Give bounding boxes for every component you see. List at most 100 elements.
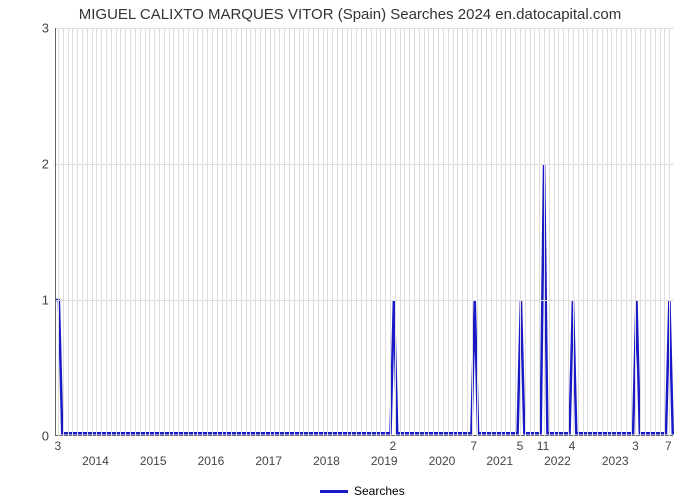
gridline-vertical [337,28,338,436]
gridline-vertical [481,28,482,436]
gridline-vertical [193,28,194,436]
gridline-vertical [58,28,59,436]
gridline-vertical [611,28,612,436]
gridline-vertical [626,28,627,436]
gridline-vertical [549,28,550,436]
gridline-vertical [82,28,83,436]
gridline-vertical [510,28,511,436]
gridline-vertical [279,28,280,436]
gridline-vertical [607,28,608,436]
gridline-vertical [197,28,198,436]
x-tick-label: 2018 [313,454,340,468]
gridline-vertical [125,28,126,436]
gridline-vertical [183,28,184,436]
gridline-vertical [202,28,203,436]
value-label: 3 [55,439,62,453]
gridline-vertical [327,28,328,436]
value-label: 5 [517,439,524,453]
x-tick-label: 2017 [255,454,282,468]
gridline-vertical [308,28,309,436]
gridline-vertical [660,28,661,436]
gridline-vertical [669,28,670,436]
gridline-vertical [111,28,112,436]
gridline-vertical [356,28,357,436]
gridline-vertical [361,28,362,436]
gridline-vertical [231,28,232,436]
gridline-vertical [573,28,574,436]
gridline-vertical [664,28,665,436]
gridline-vertical [380,28,381,436]
y-tick-label: 3 [27,21,49,36]
gridline-vertical [602,28,603,436]
gridline-vertical [592,28,593,436]
gridline-vertical [515,28,516,436]
gridline-vertical [274,28,275,436]
gridline-vertical [250,28,251,436]
gridline-vertical [303,28,304,436]
gridline-vertical [655,28,656,436]
gridline-vertical [650,28,651,436]
gridline-vertical [106,28,107,436]
x-tick-label: 2016 [198,454,225,468]
gridline-vertical [169,28,170,436]
legend-swatch [320,490,348,493]
gridline-vertical [635,28,636,436]
gridline-horizontal [56,164,674,165]
gridline-vertical [404,28,405,436]
gridline-horizontal [56,28,674,29]
gridline-vertical [323,28,324,436]
gridline-vertical [640,28,641,436]
gridline-vertical [68,28,69,436]
gridline-vertical [467,28,468,436]
gridline-vertical [188,28,189,436]
gridline-vertical [539,28,540,436]
gridline-vertical [145,28,146,436]
gridline-vertical [568,28,569,436]
gridline-vertical [395,28,396,436]
gridline-vertical [520,28,521,436]
gridline-vertical [486,28,487,436]
gridline-vertical [332,28,333,436]
gridline-vertical [563,28,564,436]
value-label: 7 [470,439,477,453]
gridline-vertical [616,28,617,436]
chart-title: MIGUEL CALIXTO MARQUES VITOR (Spain) Sea… [0,6,700,23]
gridline-vertical [351,28,352,436]
x-tick-label: 2023 [602,454,629,468]
gridline-vertical [448,28,449,436]
gridline-vertical [587,28,588,436]
gridline-vertical [347,28,348,436]
gridline-vertical [149,28,150,436]
gridline-vertical [154,28,155,436]
gridline-vertical [376,28,377,436]
value-label: 11 [537,439,549,453]
gridline-vertical [477,28,478,436]
value-label: 7 [665,439,672,453]
gridline-vertical [366,28,367,436]
gridline-horizontal [56,300,674,301]
gridline-vertical [505,28,506,436]
gridline-vertical [578,28,579,436]
gridline-vertical [164,28,165,436]
x-tick-label: 2020 [429,454,456,468]
gridline-vertical [554,28,555,436]
gridline-vertical [140,28,141,436]
gridline-vertical [120,28,121,436]
gridline-vertical [409,28,410,436]
x-tick-label: 2014 [82,454,109,468]
gridline-vertical [544,28,545,436]
gridline-vertical [135,28,136,436]
gridline-vertical [255,28,256,436]
gridline-vertical [101,28,102,436]
gridline-vertical [583,28,584,436]
gridline-vertical [501,28,502,436]
gridline-vertical [390,28,391,436]
gridline-vertical [530,28,531,436]
gridline-vertical [428,28,429,436]
gridline-vertical [385,28,386,436]
gridline-vertical [87,28,88,436]
gridline-vertical [178,28,179,436]
x-tick-label: 2021 [486,454,513,468]
gridline-vertical [318,28,319,436]
gridline-vertical [63,28,64,436]
